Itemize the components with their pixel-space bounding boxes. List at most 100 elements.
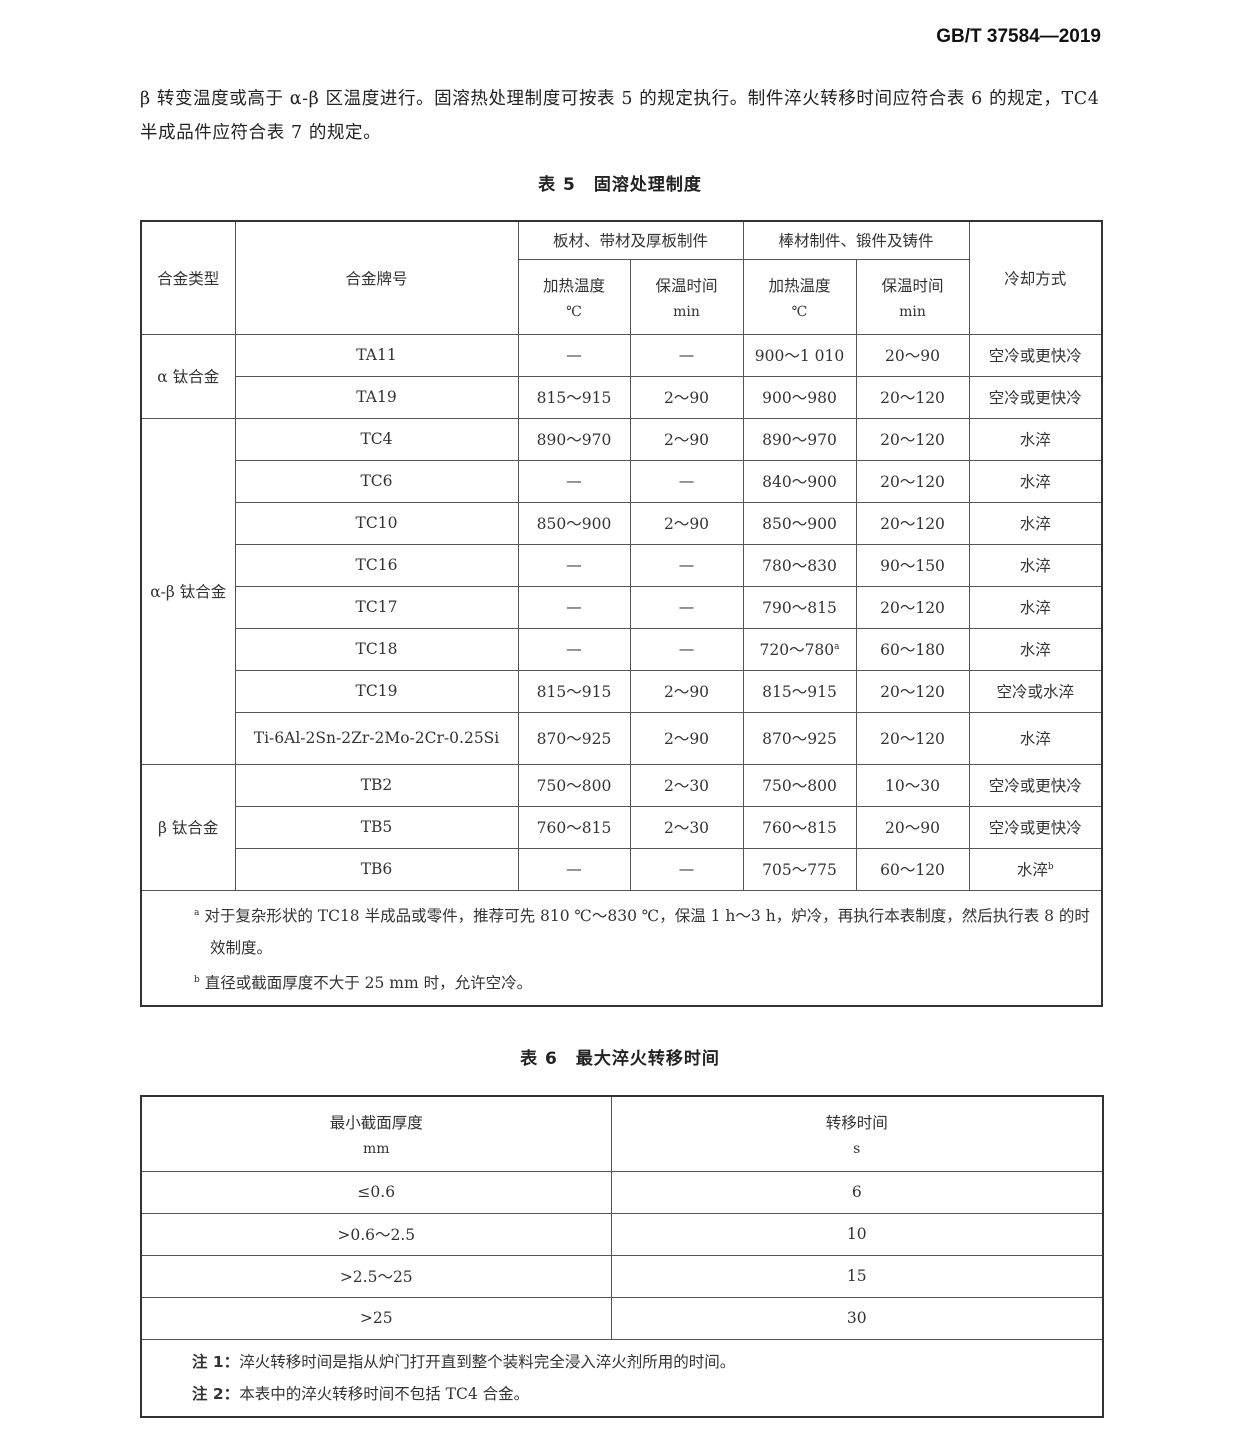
table-row: Ti-6Al-2Sn-2Zr-2Mo-2Cr-0.25Si 870～925 2～90…	[141, 711, 1103, 765]
notes-row: 注 1：淬火转移时间是指从炉门打开直到整个装料完全浸入淬火剂所用的时间。注 2：…	[140, 1338, 1104, 1417]
cooling-value: 空冷或更快冷	[988, 389, 1082, 407]
plate-time-cell: 2～90	[629, 669, 744, 713]
label: 加热温度	[768, 276, 831, 295]
header-bar-temp: 加热温度 ℃	[742, 258, 857, 335]
plate-time-cell: 2～30	[629, 763, 744, 807]
bar-time-cell: 20～120	[855, 417, 970, 461]
bar-temp-value: 900～1 010	[754, 347, 845, 365]
alloy-type-cell: α 钛合金	[140, 333, 236, 419]
bar-time-value: 20～90	[885, 819, 940, 837]
table-row: >25 30	[140, 1296, 1104, 1340]
grade-value: TC17	[355, 598, 398, 616]
plate-time-cell: 2～90	[629, 375, 744, 419]
unit: min	[673, 303, 700, 320]
table6-caption: 表 6 最大淬火转移时间	[520, 1049, 720, 1069]
bar-temp-value: 790～815	[762, 599, 837, 617]
footnotes-cell: a 对于复杂形状的 TC18 半成品或零件，推荐可先 810 ℃～830 ℃，保…	[140, 889, 1103, 1007]
cooling-cell: 水淬	[968, 417, 1103, 461]
table-row: TC6 — — 840～900 20～120 水淬	[141, 459, 1103, 503]
note-label: 注 2：	[192, 1384, 240, 1403]
plate-temp-cell: —	[517, 627, 631, 671]
bar-temp-value: 720～780	[759, 641, 835, 659]
plate-time-value: —	[678, 860, 695, 878]
plate-time-value: —	[678, 472, 695, 490]
time-cell: 15	[610, 1254, 1104, 1298]
bar-time-cell: 90～150	[855, 543, 970, 587]
unit: s	[853, 1140, 861, 1157]
grade-cell: TC4	[234, 417, 519, 461]
bar-temp-cell: 760～815	[742, 805, 857, 849]
grade-cell: TC17	[234, 585, 519, 629]
bar-time-value: 60～180	[880, 641, 945, 659]
thickness-cell: >0.6～2.5	[140, 1212, 612, 1256]
table5-caption: 表 5 固溶处理制度	[538, 175, 702, 195]
bar-time-cell: 60～180	[855, 627, 970, 671]
footnote-text: 对于复杂形状的 TC18 半成品或零件，推荐可先 810 ℃～830 ℃，保温 …	[204, 906, 1090, 957]
table-row: >2.5～25 15	[140, 1254, 1104, 1298]
note-label: 注 1：	[192, 1352, 240, 1371]
bar-time-value: 20～120	[880, 683, 945, 701]
plate-temp-cell: —	[517, 459, 631, 503]
table5-solution-treatment: 合金类型 合金牌号 板材、带材及厚板制件 棒材制件、锻件及铸件 冷却方式 加热温…	[140, 220, 1104, 1007]
header-grade: 合金牌号	[234, 220, 519, 335]
cooling-value: 水淬	[1019, 431, 1051, 449]
bar-time-value: 60～120	[880, 861, 945, 879]
plate-temp-value: —	[566, 472, 582, 490]
plate-temp-value: 890～970	[536, 431, 612, 449]
bar-temp-cell: 750～800	[742, 763, 857, 807]
footnote: b 直径或截面厚度不大于 25 mm 时，允许空冷。	[190, 964, 1101, 999]
plate-time-cell: —	[629, 847, 744, 891]
grade-value: TB5	[360, 818, 393, 836]
cooling-value: 水淬	[1019, 641, 1051, 659]
grade-value: Ti-6Al-2Sn-2Zr-2Mo-2Cr-0.25Si	[253, 729, 500, 747]
label: 转移时间	[825, 1113, 888, 1132]
table-row: TC17 — — 790～815 20～120 水淬	[141, 585, 1103, 629]
cooling-value: 空冷或更快冷	[988, 777, 1082, 795]
header-group-plate: 板材、带材及厚板制件	[517, 220, 744, 260]
time-cell: 10	[610, 1212, 1104, 1256]
bar-temp-value: 780～830	[762, 557, 837, 575]
plate-time-value: 2～90	[663, 683, 710, 701]
grade-value: TC19	[355, 682, 398, 700]
bar-temp-value: 750～800	[762, 777, 837, 795]
note: 注 1：淬火转移时间是指从炉门打开直到整个装料完全浸入淬火剂所用的时间。	[192, 1346, 1102, 1378]
plate-temp-value: 815～915	[536, 683, 612, 701]
plate-temp-cell: —	[517, 543, 631, 587]
footnote-mark: b	[194, 974, 200, 985]
plate-temp-value: 850～900	[536, 515, 612, 533]
grade-cell: TB2	[234, 763, 519, 807]
header-plate-temp: 加热温度 ℃	[517, 258, 631, 335]
grade-cell: TA19	[234, 375, 519, 419]
bar-temp-cell: 705～775	[742, 847, 857, 891]
note-text: 本表中的淬火转移时间不包括 TC4 合金。	[239, 1384, 530, 1403]
bar-time-cell: 10～30	[855, 763, 970, 807]
thickness-cell: ≤0.6	[140, 1170, 612, 1214]
plate-time-value: 2～90	[663, 431, 710, 449]
bar-time-cell: 20～120	[855, 711, 970, 765]
grade-value: TC6	[360, 472, 393, 490]
grade-value: TB2	[360, 776, 393, 794]
bar-time-cell: 20～120	[855, 375, 970, 419]
cooling-value: 水淬	[1019, 730, 1051, 748]
table6-quench-transfer-time: 最小截面厚度 mm 转移时间 s ≤0.6 6 >0.6～2.5 10 >2.5～25 15 >…	[140, 1095, 1104, 1418]
cooling-value: 水淬	[1019, 473, 1051, 491]
cooling-cell: 空冷或更快冷	[968, 333, 1103, 377]
label: 保温时间	[655, 276, 718, 295]
cooling-cell: 水淬	[968, 627, 1103, 671]
unit: ℃	[791, 303, 808, 320]
grade-cell: TC16	[234, 543, 519, 587]
plate-time-cell: 2～90	[629, 501, 744, 545]
bar-temp-cell: 840～900	[742, 459, 857, 503]
plate-time-value: 2～30	[663, 777, 710, 795]
plate-time-value: —	[678, 346, 695, 364]
bar-temp-cell: 900～980	[742, 375, 857, 419]
plate-time-cell: —	[629, 627, 744, 671]
bar-time-value: 20～120	[880, 431, 945, 449]
bar-temp-value: 850～900	[762, 515, 837, 533]
plate-time-value: 2～30	[663, 819, 710, 837]
grade-value: TB6	[360, 860, 393, 878]
table-row: TC18 — — 720～780a 60～180 水淬	[141, 627, 1103, 671]
bar-temp-cell: 870～925	[742, 711, 857, 765]
table-row: α-β 钛合金 TC4 890～970 2～90 890～970 20～120 水淬	[140, 417, 1103, 765]
